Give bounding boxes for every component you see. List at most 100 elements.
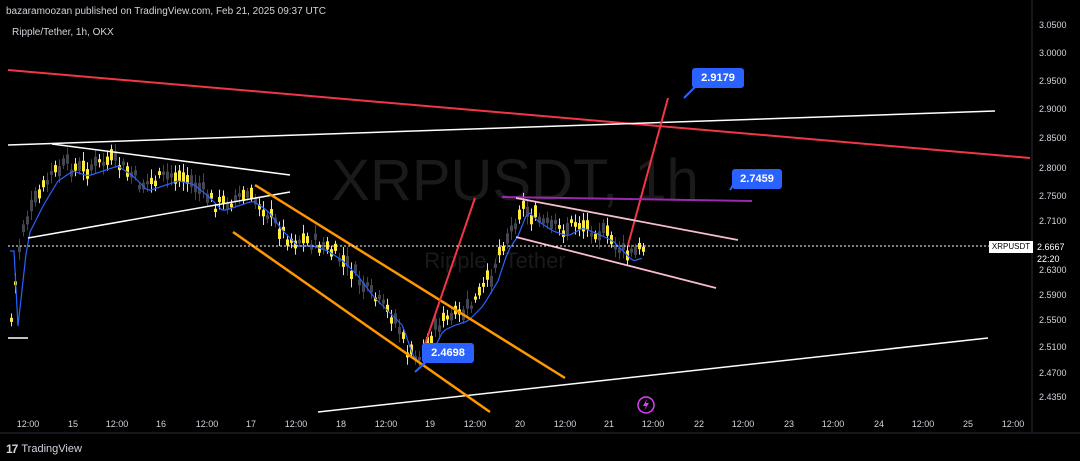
price-tick: 3.0000 (1039, 48, 1067, 58)
candle-body (570, 219, 573, 223)
candle-body (74, 163, 77, 171)
candle-body (494, 263, 497, 268)
callout-2-7459[interactable]: 2.7459 (732, 169, 782, 189)
pink-channel-upper[interactable] (515, 197, 739, 241)
symbol-title[interactable]: Ripple/Tether, 1h, OKX (12, 27, 114, 38)
candle-body (402, 332, 405, 339)
callout-2-4698[interactable]: 2.4698 (422, 343, 474, 363)
symbol-price-tag: XRPUSDT (989, 241, 1033, 253)
footer-brand[interactable]: 17 TradingView (6, 441, 82, 457)
channel-lower-line[interactable] (232, 230, 491, 414)
candle-body (126, 166, 129, 177)
candle-body (86, 169, 89, 179)
price-axis[interactable]: 3.0500 3.0000 2.9500 2.9000 2.8500 2.8000 2.75… (1039, 20, 1067, 402)
time-tick: 12:00 (732, 419, 755, 429)
lightning-icon[interactable] (637, 396, 655, 414)
published-header: bazaramoozan published on TradingView.co… (6, 6, 327, 17)
candle-body (630, 248, 633, 253)
candle-body (46, 180, 49, 185)
price-tick: 2.5500 (1039, 315, 1067, 325)
candle-body (510, 225, 513, 232)
price-tick: 2.7500 (1039, 191, 1067, 201)
red-arrow-left[interactable] (424, 197, 476, 345)
time-tick: 12:00 (912, 419, 935, 429)
purple-level-line[interactable] (501, 196, 753, 202)
candle-body (150, 177, 153, 185)
time-tick: 19 (425, 419, 435, 429)
candle-body (210, 192, 213, 199)
candle-body (94, 156, 97, 166)
candle-body (430, 335, 433, 348)
price-tick: 2.8000 (1039, 163, 1067, 173)
candle-body (418, 357, 421, 361)
time-tick: 24 (874, 419, 884, 429)
white-trend-upper[interactable] (7, 110, 996, 146)
candle-body (294, 240, 297, 249)
candle-body (518, 209, 521, 220)
candle-body (574, 222, 577, 227)
time-axis[interactable]: 12:00 15 12:00 16 12:00 17 12:00 18 12:00 19 12:00… (17, 419, 1025, 429)
candle-body (566, 223, 569, 235)
candle-body (358, 279, 361, 286)
candle-body (42, 180, 45, 188)
candle-body (26, 216, 29, 225)
current-price-tag: 2.6667 22:20 (1033, 241, 1080, 265)
channel-upper-line[interactable] (254, 183, 566, 380)
candle-body (614, 245, 617, 250)
candle-body (134, 170, 137, 176)
candle-body (122, 161, 125, 166)
time-tick: 12:00 (642, 419, 665, 429)
candle-body (190, 175, 193, 188)
candle-body (554, 220, 557, 224)
candle-body (170, 173, 173, 178)
price-tick: 2.8500 (1039, 133, 1067, 143)
time-tick: 15 (68, 419, 78, 429)
candle-body (302, 233, 305, 244)
candle-body (530, 215, 533, 225)
time-tick: 23 (784, 419, 794, 429)
triangle-top-line[interactable] (51, 143, 291, 176)
candle-body (378, 294, 381, 300)
candle-body (414, 356, 417, 360)
candle-body (238, 193, 241, 197)
candle-body (550, 219, 553, 230)
candle-body (474, 296, 477, 300)
candle-body (354, 264, 357, 273)
candle-body (634, 246, 637, 256)
resistance-red-line[interactable] (7, 69, 1031, 159)
price-tick: 2.6300 (1039, 265, 1067, 275)
candle-body (326, 241, 329, 250)
candle-body (594, 233, 597, 240)
candle-body (82, 160, 85, 172)
candle-body (162, 171, 165, 175)
candle-body (638, 242, 641, 250)
time-tick: 18 (336, 419, 346, 429)
candle-body (30, 199, 33, 212)
callout-2-9179[interactable]: 2.9179 (692, 68, 744, 88)
candle-body (146, 181, 149, 185)
price-tick: 2.9000 (1039, 104, 1067, 114)
candle-body (390, 317, 393, 324)
candle-body (18, 246, 21, 253)
candle-body (538, 216, 541, 224)
candle-body (254, 198, 257, 205)
candle-body (102, 161, 105, 166)
white-trend-lower[interactable] (317, 337, 989, 413)
time-tick: 17 (246, 419, 256, 429)
candle-body (542, 218, 545, 224)
candle-body (58, 166, 61, 177)
candle-body (278, 228, 281, 239)
candle-body (426, 337, 429, 347)
candle-body (322, 242, 325, 250)
candle-body (438, 325, 441, 332)
candle-body (310, 244, 313, 250)
candle-body (442, 312, 445, 321)
candle-body (366, 282, 369, 287)
candle-body (370, 285, 373, 293)
time-tick: 22 (694, 419, 704, 429)
callout-pointer-1 (683, 85, 697, 99)
candle-body (90, 164, 93, 171)
triangle-bottom-line[interactable] (27, 191, 291, 239)
candle-body (202, 182, 205, 190)
